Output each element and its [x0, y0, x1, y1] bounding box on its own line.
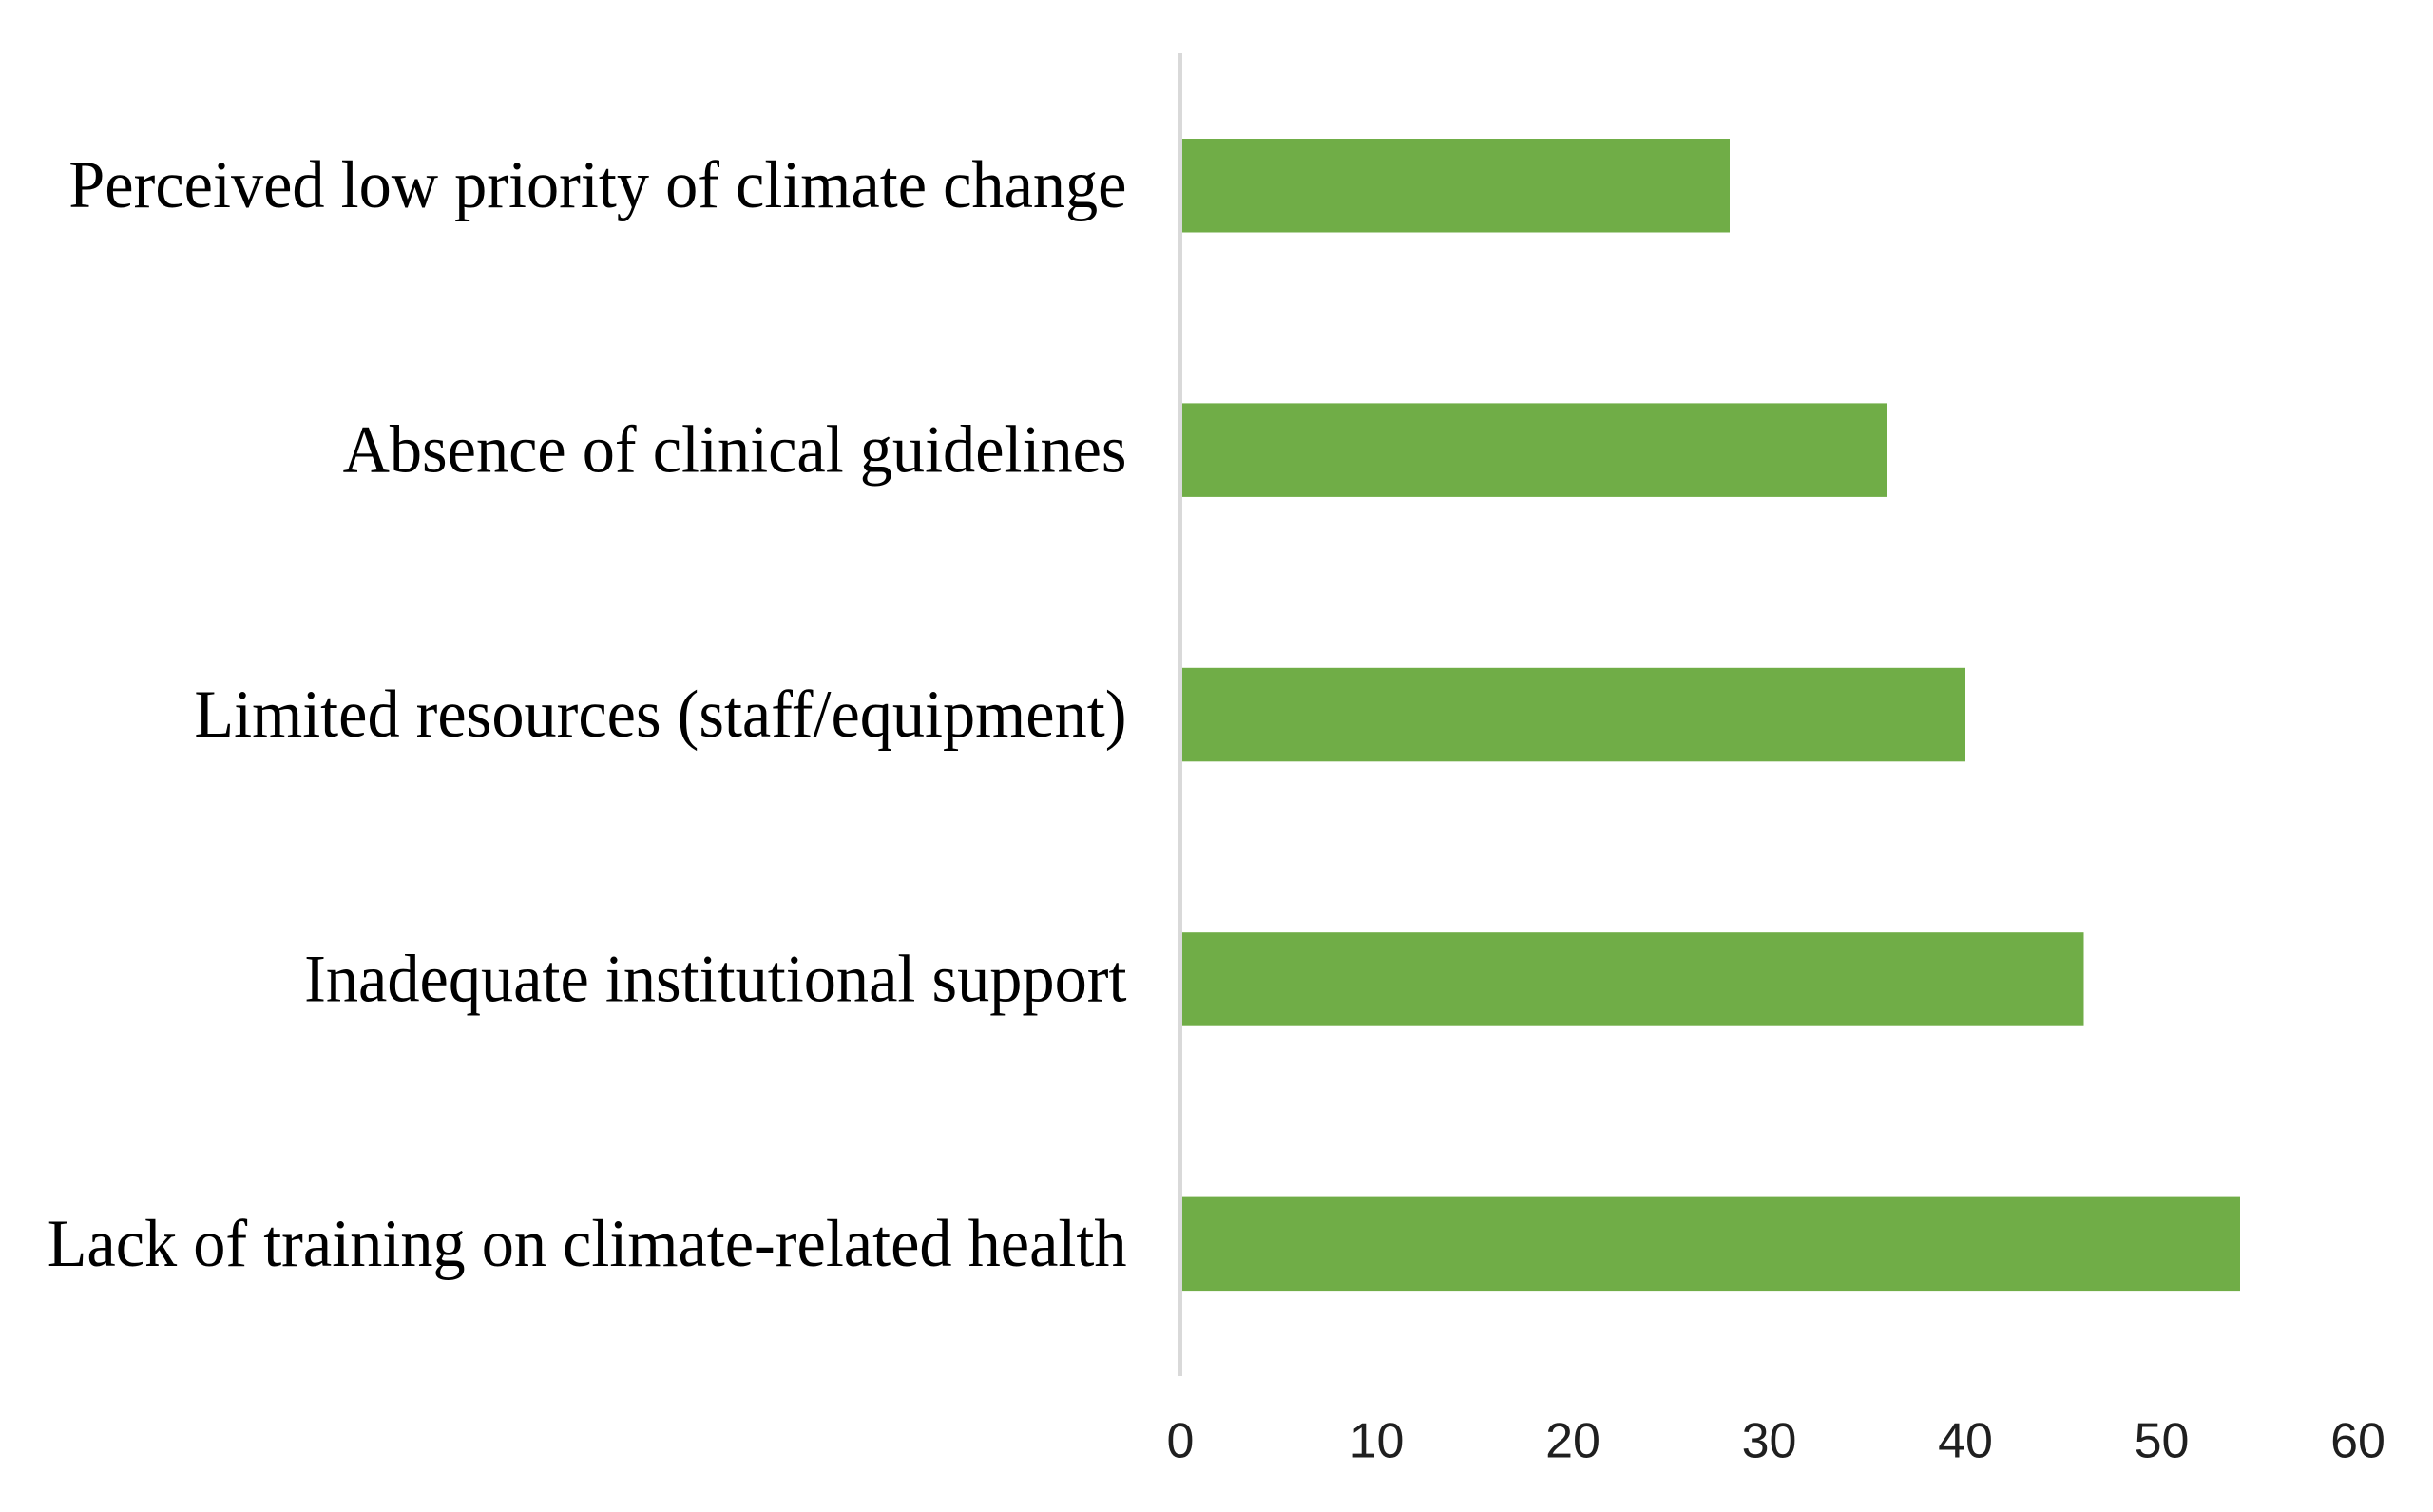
svg-text:20: 20: [1545, 1414, 1600, 1469]
svg-text:Limited resources (staff/equip: Limited resources (staff/equipment): [194, 678, 1126, 752]
svg-text:Lack of training on climate-re: Lack of training on climate-related heal…: [48, 1207, 1127, 1281]
svg-text:30: 30: [1742, 1414, 1797, 1469]
svg-text:0: 0: [1167, 1414, 1195, 1469]
svg-text:50: 50: [2135, 1414, 2190, 1469]
svg-text:10: 10: [1350, 1414, 1405, 1469]
svg-text:Inadequate institutional suppo: Inadequate institutional support: [304, 942, 1127, 1016]
svg-text:Perceived low priority of clim: Perceived low priority of climate change: [68, 148, 1126, 222]
svg-text:60: 60: [2330, 1414, 2385, 1469]
svg-text:40: 40: [1938, 1414, 1993, 1469]
svg-text:Absence of clinical guidelines: Absence of clinical guidelines: [343, 412, 1127, 487]
